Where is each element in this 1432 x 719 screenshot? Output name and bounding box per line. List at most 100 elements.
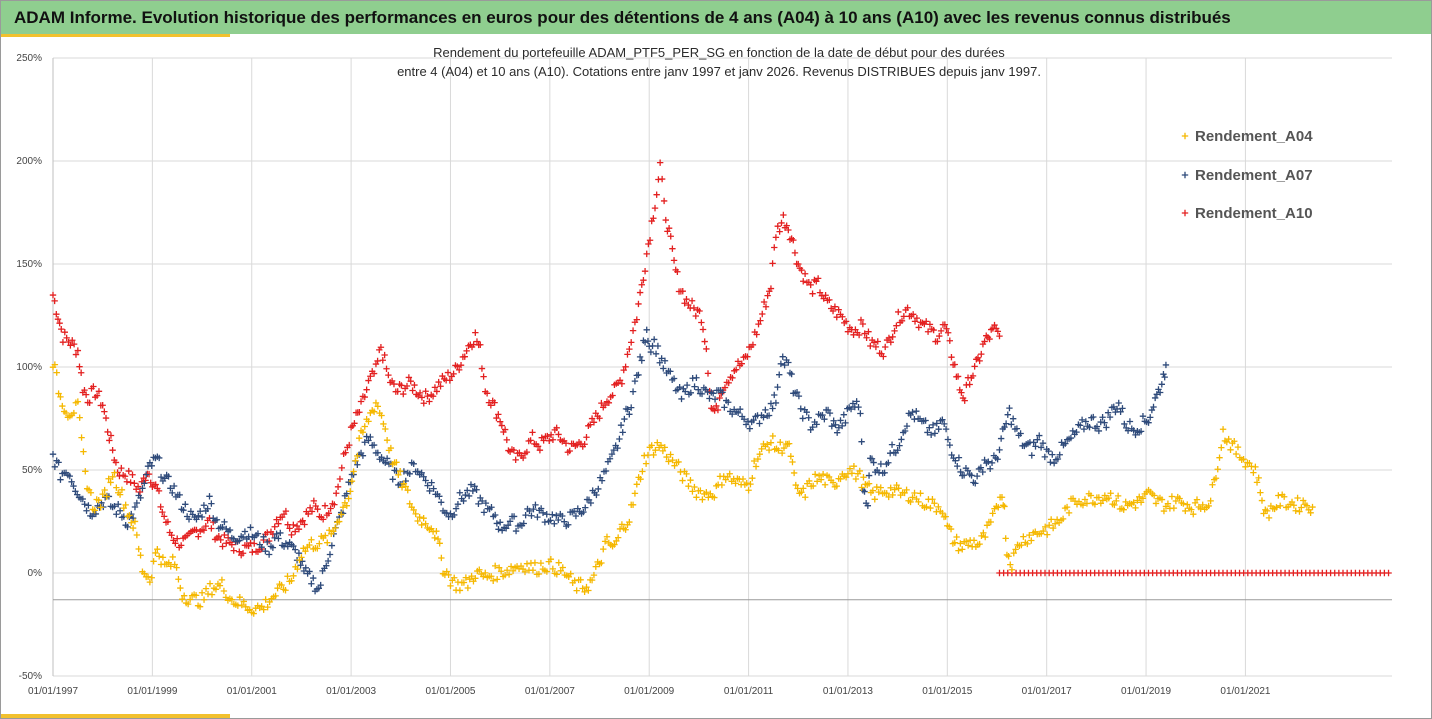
data-point — [198, 589, 206, 596]
data-point — [933, 420, 940, 427]
data-point — [206, 580, 214, 587]
data-point — [817, 476, 825, 483]
data-point — [929, 496, 936, 503]
data-point — [769, 432, 777, 440]
data-point — [738, 360, 745, 367]
data-point — [378, 412, 385, 419]
data-point — [850, 462, 858, 470]
data-point — [640, 276, 647, 284]
data-point — [936, 332, 943, 340]
data-point — [527, 437, 534, 444]
data-point — [339, 504, 347, 511]
data-point — [292, 546, 299, 553]
data-point — [670, 257, 678, 264]
data-point — [1122, 498, 1129, 506]
data-point — [115, 501, 122, 508]
x-tick-label: 01/01/2021 — [1220, 686, 1270, 697]
data-point — [365, 437, 372, 444]
data-point — [310, 574, 317, 582]
data-point — [779, 353, 786, 360]
data-point — [706, 395, 713, 402]
series-Rendement_A07 — [49, 326, 1170, 595]
data-point — [959, 546, 966, 553]
data-point — [963, 538, 970, 545]
data-point — [1232, 450, 1240, 458]
data-point — [354, 461, 361, 468]
data-point — [814, 275, 822, 282]
data-point — [1028, 537, 1035, 544]
data-point — [540, 437, 547, 444]
data-point — [422, 477, 429, 484]
data-point — [1081, 496, 1089, 503]
data-point — [654, 342, 662, 350]
data-point — [198, 513, 206, 521]
data-point — [65, 338, 72, 346]
data-point — [53, 369, 60, 376]
data-point — [780, 211, 787, 219]
data-point — [156, 553, 163, 560]
data-point — [262, 548, 269, 555]
data-point — [1082, 418, 1090, 425]
data-point — [137, 494, 144, 502]
data-point — [1292, 507, 1299, 514]
data-point — [57, 476, 64, 483]
data-point — [520, 520, 527, 527]
data-point — [116, 507, 124, 514]
data-point — [482, 569, 489, 577]
data-point — [1078, 416, 1086, 424]
data-point — [346, 441, 353, 449]
data-point — [840, 411, 848, 418]
data-point — [152, 549, 159, 557]
accent-bar-bottom — [1, 714, 230, 718]
data-point — [200, 596, 208, 603]
data-point — [374, 357, 381, 365]
data-point — [1045, 522, 1053, 529]
data-point — [308, 508, 316, 515]
data-point — [325, 510, 332, 517]
data-point — [1106, 413, 1114, 421]
data-point — [414, 468, 421, 475]
data-point — [652, 446, 659, 454]
data-point — [880, 353, 887, 360]
data-point — [853, 398, 860, 405]
data-point — [412, 510, 419, 518]
data-point — [777, 360, 785, 368]
x-tick-label: 01/01/2019 — [1121, 686, 1171, 697]
data-point — [180, 592, 188, 599]
data-point — [1020, 533, 1027, 540]
data-point — [1253, 479, 1261, 486]
data-point — [849, 400, 857, 407]
data-point — [1113, 405, 1121, 413]
data-point — [635, 371, 642, 379]
data-point — [159, 508, 166, 516]
data-point — [1296, 508, 1303, 515]
data-point — [669, 245, 676, 252]
data-point — [239, 533, 247, 541]
legend-label-a10: Rendement_A10 — [1195, 205, 1313, 222]
data-point — [202, 585, 210, 592]
data-point — [1137, 428, 1145, 435]
data-point — [78, 434, 85, 441]
data-point — [904, 304, 911, 311]
data-point — [446, 377, 454, 384]
data-point — [629, 501, 637, 508]
data-point — [755, 320, 762, 328]
data-point — [1231, 438, 1238, 445]
data-point — [126, 512, 133, 519]
data-point — [118, 464, 125, 472]
data-point — [929, 421, 937, 429]
data-point — [598, 399, 605, 407]
x-tick-label: 01/01/1997 — [28, 686, 78, 697]
data-point — [240, 598, 247, 605]
data-point — [917, 490, 924, 497]
data-point — [626, 411, 633, 418]
data-point — [317, 581, 324, 589]
data-point — [833, 482, 840, 490]
data-point — [826, 296, 833, 304]
data-point — [635, 300, 642, 308]
data-point — [370, 370, 378, 377]
data-point — [430, 485, 437, 492]
data-point — [403, 382, 411, 390]
data-point — [718, 481, 726, 489]
data-point — [939, 509, 946, 517]
